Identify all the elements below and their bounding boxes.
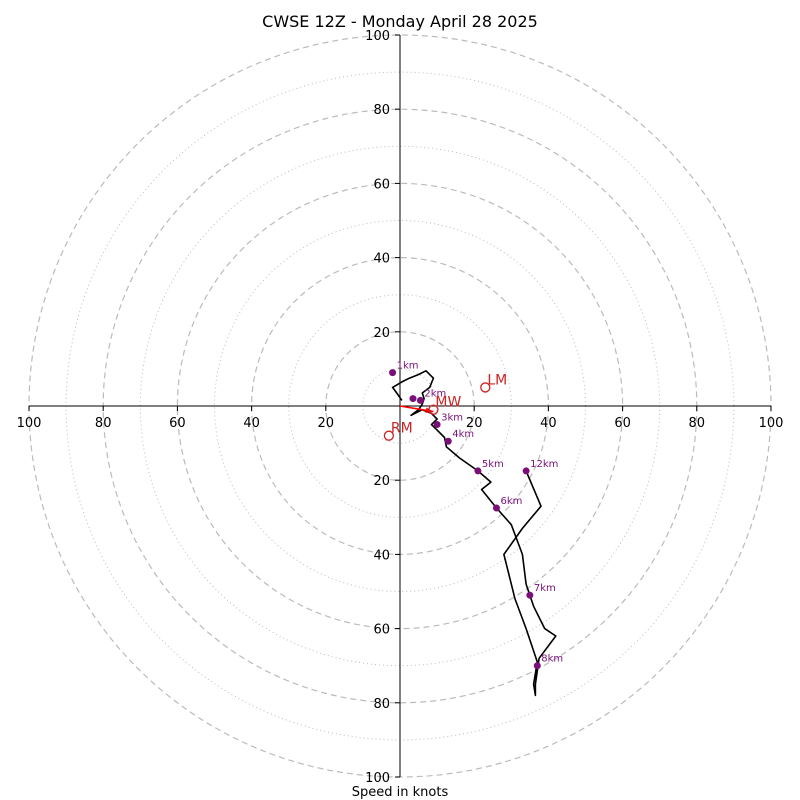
storm-motion-point (480, 382, 491, 393)
storm-motion-markers: LM MW RM (383, 372, 507, 441)
height-marker-label: 7km (534, 583, 556, 594)
chart-title: CWSE 12Z - Monday April 28 2025 (262, 12, 538, 31)
height-marker-point (409, 395, 417, 403)
y-tick-label: 80 (373, 697, 390, 712)
height-marker-point (492, 504, 500, 512)
height-marker-label: 5km (482, 459, 504, 470)
height-marker-label: 2km (424, 388, 446, 399)
height-marker-label: 6km (500, 496, 522, 507)
y-tick-label: 20 (373, 326, 390, 341)
x-tick-label: 20 (466, 416, 483, 431)
height-marker-label: 3km (441, 413, 463, 424)
storm-motion-point (383, 430, 395, 441)
storm-motion-point (428, 404, 439, 415)
height-marker-label: 8km (541, 654, 563, 665)
storm-motion-label: MW (435, 395, 461, 411)
x-tick-label: 100 (17, 416, 42, 431)
x-tick-label: 80 (689, 416, 706, 431)
y-tick-label: 60 (373, 177, 390, 192)
y-tick-label: 60 (373, 623, 390, 638)
height-marker-point (474, 467, 482, 475)
height-marker-point (416, 396, 424, 404)
x-tick-label: 40 (243, 416, 260, 431)
wind-trace-line (391, 369, 557, 697)
height-marker-label: 12km (530, 459, 558, 470)
height-marker-point (433, 421, 441, 429)
y-tick-label: 100 (365, 771, 390, 786)
y-tick-label: 40 (373, 252, 390, 267)
x-tick-label: 100 (759, 416, 784, 431)
x-tick-label: 80 (95, 416, 112, 431)
tick-labels: 100 80 60 40 20 20 40 60 80 100 100 80 60 40 20 20 40 60 8… (17, 29, 784, 786)
y-tick-label: 20 (373, 474, 390, 489)
height-marker-point (444, 437, 452, 445)
x-axis-label: Speed in knots (352, 785, 449, 800)
height-marker-point (526, 591, 534, 599)
y-tick-label: 40 (373, 548, 390, 563)
x-tick-label: 40 (540, 416, 557, 431)
height-marker-label: 4km (452, 429, 474, 440)
storm-motion-label: LM (487, 372, 507, 388)
height-marker-point (533, 662, 541, 670)
x-tick-label: 60 (614, 416, 631, 431)
height-marker-point (522, 467, 530, 475)
height-marker-point (389, 369, 397, 377)
x-tick-label: 20 (318, 416, 335, 431)
y-tick-label: 100 (365, 29, 390, 44)
wind-trace-series (391, 369, 557, 697)
storm-motion-label: RM (391, 421, 413, 437)
x-tick-label: 60 (169, 416, 186, 431)
height-marker-label: 1km (397, 361, 419, 372)
height-markers: 1km 2km 3km 4km 5km 6km 7km 8km 12km (389, 361, 563, 670)
y-tick-label: 80 (373, 103, 390, 118)
